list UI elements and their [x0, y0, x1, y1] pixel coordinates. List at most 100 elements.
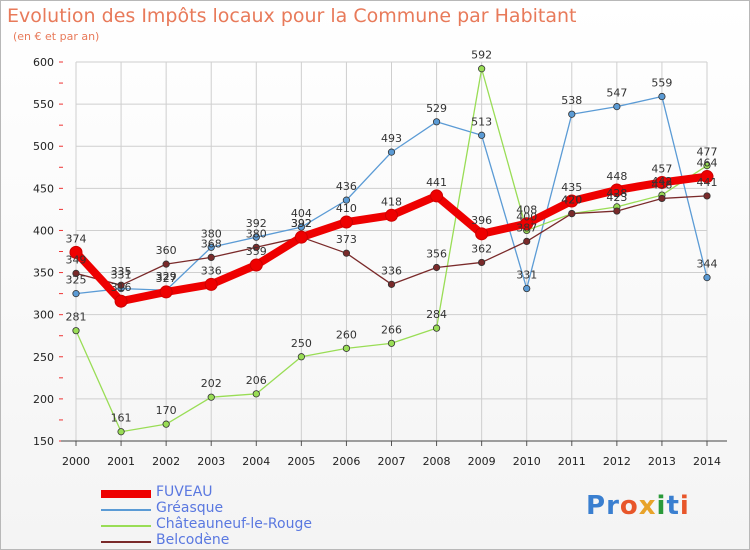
data-point-belcodene — [658, 194, 666, 203]
axes: 150 200 250 300 350 400 450 500 550 600 2000 2001 20… — [33, 56, 727, 468]
x-tick-label: 2002 — [152, 455, 180, 468]
y-tick-label: 200 — [33, 393, 54, 406]
y-tick-label: 150 — [33, 435, 54, 448]
data-label-belcodene: 380 — [246, 227, 267, 240]
data-label-belcodene: 362 — [471, 242, 492, 255]
data-point-greasque — [523, 284, 531, 293]
data-point-greasque — [658, 92, 666, 101]
data-point-fuveau — [159, 285, 173, 299]
data-label-chateauneuf-le-rouge: 250 — [291, 337, 312, 350]
data-label-greasque: 325 — [66, 274, 87, 287]
legend-swatch — [101, 525, 151, 527]
data-point-chateauneuf-le-rouge — [207, 393, 215, 401]
data-point-chateauneuf-le-rouge — [703, 161, 711, 170]
data-point-belcodene — [387, 280, 396, 288]
data-point-fuveau — [114, 294, 128, 308]
legend-label: Gréasque — [156, 500, 224, 516]
y-tick-label: 600 — [33, 56, 54, 69]
data-point-greasque — [72, 290, 80, 298]
data-label-chateauneuf-le-rouge: 400 — [516, 210, 537, 223]
data-label-belcodene: 349 — [66, 253, 87, 266]
data-point-greasque — [342, 196, 351, 204]
data-label-fuveau: 392 — [291, 217, 312, 230]
x-tick-label: 2003 — [197, 455, 225, 468]
data-label-belcodene: 360 — [156, 244, 177, 257]
data-point-belcodene — [478, 258, 486, 267]
data-point-belcodene — [703, 192, 711, 200]
y-tick-label: 400 — [33, 224, 54, 237]
data-label-belcodene: 373 — [336, 233, 357, 246]
data-label-greasque: 538 — [561, 94, 582, 107]
data-label-fuveau: 441 — [426, 176, 447, 189]
data-point-fuveau — [565, 194, 579, 208]
data-point-chateauneuf-le-rouge — [72, 327, 80, 335]
data-label-greasque: 529 — [426, 102, 447, 115]
data-label-fuveau: 327 — [156, 272, 177, 285]
chart-title: Evolution des Impôts locaux pour la Comm… — [7, 5, 577, 27]
x-tick-label: 2006 — [332, 455, 360, 468]
data-point-belcodene — [342, 249, 351, 257]
data-label-greasque: 331 — [516, 269, 537, 282]
legend-label: FUVEAU — [156, 484, 213, 500]
legend-label: Châteauneuf-le-Rouge — [156, 516, 312, 532]
data-point-fuveau — [339, 215, 353, 229]
data-label-belcodene: 356 — [426, 248, 447, 261]
x-tick-label: 2010 — [513, 455, 541, 468]
data-point-belcodene — [162, 260, 170, 268]
legend-swatch — [101, 541, 151, 543]
data-point-fuveau — [69, 245, 83, 259]
series-layer — [69, 65, 714, 436]
logo-letter: x — [638, 491, 657, 521]
data-label-belcodene: 441 — [697, 176, 718, 189]
x-tick-label: 2007 — [378, 455, 406, 468]
data-label-fuveau: 410 — [336, 202, 357, 215]
data-label-chateauneuf-le-rouge: 202 — [201, 377, 222, 390]
data-label-chateauneuf-le-rouge: 592 — [471, 49, 492, 62]
y-tick-label: 300 — [33, 309, 54, 322]
data-label-greasque: 513 — [471, 115, 492, 128]
data-label-greasque: 404 — [291, 207, 312, 220]
data-label-greasque: 436 — [336, 180, 357, 193]
data-point-greasque — [568, 110, 576, 118]
data-point-greasque — [297, 223, 305, 231]
x-tick-label: 2011 — [558, 455, 586, 468]
logo-letter: r — [606, 491, 620, 521]
data-point-chateauneuf-le-rouge — [297, 353, 305, 361]
data-point-chateauneuf-le-rouge — [387, 339, 396, 347]
data-labels: 325 331 3293803924044364935295133315385475… — [66, 49, 718, 425]
data-point-greasque — [207, 243, 215, 251]
data-point-greasque — [432, 118, 441, 126]
y-tick-label: 350 — [33, 267, 54, 280]
data-label-chateauneuf-le-rouge: 284 — [426, 308, 447, 321]
logo-letter: i — [656, 491, 667, 521]
data-label-belcodene: 336 — [381, 264, 402, 277]
data-point-belcodene — [432, 263, 441, 272]
data-label-chateauneuf-le-rouge: 170 — [156, 404, 177, 417]
data-point-greasque — [387, 148, 396, 156]
logo-letter: t — [666, 491, 680, 521]
data-label-chateauneuf-le-rouge: 428 — [606, 187, 627, 200]
logo-letter: i — [679, 491, 690, 521]
data-point-fuveau — [430, 189, 444, 203]
data-point-belcodene — [613, 207, 621, 215]
proxiti-logo: Proxiti — [586, 491, 690, 521]
data-point-greasque — [478, 131, 486, 139]
data-label-belcodene: 438 — [651, 178, 672, 191]
data-point-fuveau — [700, 170, 714, 184]
data-label-fuveau: 448 — [606, 170, 627, 183]
data-point-fuveau — [249, 258, 263, 272]
data-point-greasque — [703, 274, 711, 282]
data-label-chateauneuf-le-rouge: 260 — [336, 328, 357, 341]
data-point-chateauneuf-le-rouge — [162, 420, 170, 428]
data-label-chateauneuf-le-rouge: 266 — [381, 323, 402, 336]
x-tick-label: 2009 — [468, 455, 496, 468]
data-label-greasque: 392 — [246, 217, 267, 230]
x-tick-label: 2012 — [603, 455, 631, 468]
logo-letter: P — [586, 491, 607, 521]
data-point-chateauneuf-le-rouge — [342, 344, 351, 352]
data-point-fuveau — [655, 175, 669, 189]
data-label-belcodene: 392 — [291, 217, 312, 230]
data-label-greasque: 380 — [201, 227, 222, 240]
y-tick-label: 450 — [33, 182, 54, 195]
x-tick-label: 2005 — [287, 455, 315, 468]
